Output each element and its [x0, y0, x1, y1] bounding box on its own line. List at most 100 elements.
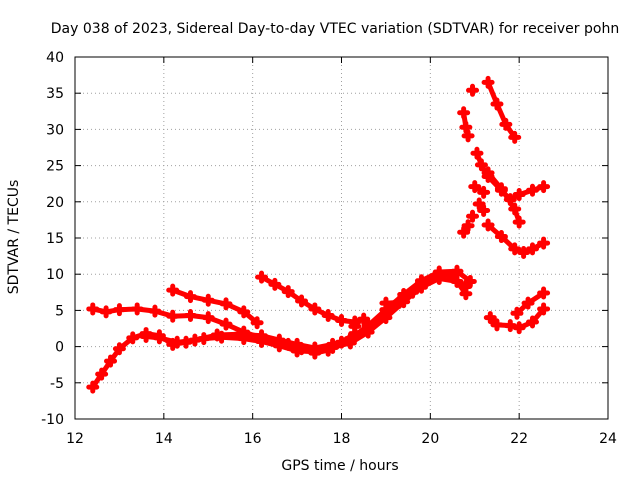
data-point	[361, 319, 375, 333]
data-point	[472, 197, 486, 211]
data-point	[494, 182, 508, 196]
y-tick-label: 5	[55, 303, 64, 319]
data-point	[537, 286, 551, 300]
data-point	[237, 305, 251, 319]
data-point	[537, 236, 551, 250]
data-point	[483, 311, 497, 325]
series-track-15	[481, 166, 526, 229]
data-point	[250, 316, 264, 330]
data-point	[183, 290, 197, 304]
data-point	[461, 129, 475, 143]
data-point	[414, 274, 428, 288]
series-track-12	[468, 180, 491, 199]
data-point	[295, 294, 309, 308]
data-point	[166, 283, 180, 297]
series-trace	[485, 170, 522, 225]
series-track-18	[483, 302, 551, 335]
data-point	[392, 295, 406, 309]
data-point	[112, 303, 126, 317]
series-track-10	[466, 83, 480, 97]
data-point	[459, 120, 473, 134]
chart-title: Day 038 of 2023, Sidereal Day-to-day VTE…	[51, 21, 619, 37]
data-point	[95, 367, 109, 381]
data-point	[295, 342, 309, 356]
series-track-9	[457, 106, 475, 143]
x-axis-label: GPS time / hours	[281, 458, 398, 474]
data-point	[525, 183, 539, 197]
data-point	[232, 327, 246, 341]
data-point	[481, 75, 495, 89]
data-point	[308, 302, 322, 316]
data-point	[490, 97, 504, 111]
data-point	[99, 305, 113, 319]
y-tick-label: -5	[50, 376, 64, 392]
y-axis-label: SDTVAR / TECUs	[6, 180, 22, 295]
series-track-13	[472, 197, 491, 217]
data-point	[474, 158, 488, 172]
data-point	[112, 342, 126, 356]
data-point	[521, 296, 535, 310]
series-track-6	[281, 319, 362, 360]
data-point	[466, 209, 480, 223]
data-point	[335, 314, 348, 328]
data-point	[308, 346, 322, 360]
x-tick-label: 16	[244, 431, 262, 447]
x-tick-label: 20	[421, 431, 439, 447]
series-track-7	[379, 285, 420, 310]
series-track-8	[457, 219, 475, 239]
data-point	[86, 380, 100, 394]
data-point	[104, 354, 118, 368]
x-tick-label: 24	[599, 431, 617, 447]
data-point	[525, 242, 539, 256]
grid	[75, 57, 608, 419]
data-point	[210, 328, 224, 342]
y-tick-label: 25	[46, 159, 64, 175]
data-point	[461, 219, 475, 233]
data-series	[86, 75, 551, 394]
data-point	[477, 185, 491, 199]
data-point	[512, 188, 526, 202]
x-tick-label: 12	[66, 431, 84, 447]
y-tick-label: 35	[46, 86, 64, 102]
data-point	[348, 319, 362, 333]
series-track-19	[510, 286, 551, 320]
data-point	[457, 106, 471, 120]
data-point	[255, 329, 269, 343]
data-point	[201, 293, 215, 307]
data-point	[321, 308, 335, 322]
data-point	[512, 321, 526, 335]
data-point	[170, 335, 184, 349]
x-tick-label: 22	[510, 431, 528, 447]
data-point	[508, 130, 522, 144]
data-point	[201, 311, 215, 325]
data-point	[321, 343, 335, 357]
series-track-4	[166, 283, 264, 330]
data-point	[450, 264, 464, 278]
x-axis-ticks: 12 14 16 18 20 22 24	[66, 57, 617, 447]
series-track-11	[466, 209, 480, 223]
y-axis-ticks: -10 -5 0 5 10 15 20 25 30 35 40	[41, 50, 608, 428]
data-point	[494, 230, 508, 244]
y-tick-label: 10	[46, 267, 64, 283]
data-point	[406, 285, 420, 299]
series-trace	[485, 79, 518, 140]
data-point	[126, 331, 140, 345]
data-point	[468, 180, 482, 194]
data-point	[510, 306, 524, 320]
data-point	[457, 225, 471, 239]
data-point	[499, 117, 513, 131]
series-track-16	[481, 75, 522, 144]
y-tick-label: 40	[46, 50, 64, 66]
data-point	[537, 180, 551, 194]
data-point	[139, 329, 153, 343]
data-point	[470, 146, 484, 160]
data-point	[281, 285, 295, 299]
data-point	[272, 333, 286, 347]
data-point	[466, 83, 480, 97]
y-tick-label: 30	[46, 122, 64, 138]
data-point	[152, 331, 166, 345]
data-point	[130, 302, 144, 316]
data-point	[508, 202, 522, 216]
series-track-3	[139, 264, 477, 355]
